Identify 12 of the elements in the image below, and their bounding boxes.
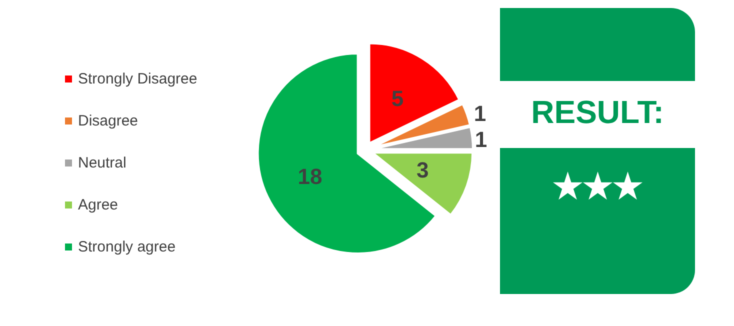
data-label: 3 xyxy=(416,158,429,183)
data-label: 18 xyxy=(298,164,322,189)
legend-label: Neutral xyxy=(78,154,126,172)
legend-label: Agree xyxy=(78,196,118,214)
data-label: 1 xyxy=(474,101,486,126)
data-label: 1 xyxy=(474,126,488,152)
text: RESULT: xyxy=(530,94,665,131)
text: ★★★ xyxy=(552,167,644,207)
data-label: 5 xyxy=(391,86,404,111)
legend-label: Strongly agree xyxy=(78,238,176,256)
legend-label: Disagree xyxy=(78,112,138,130)
legend-label: Strongly Disagree xyxy=(78,70,198,88)
